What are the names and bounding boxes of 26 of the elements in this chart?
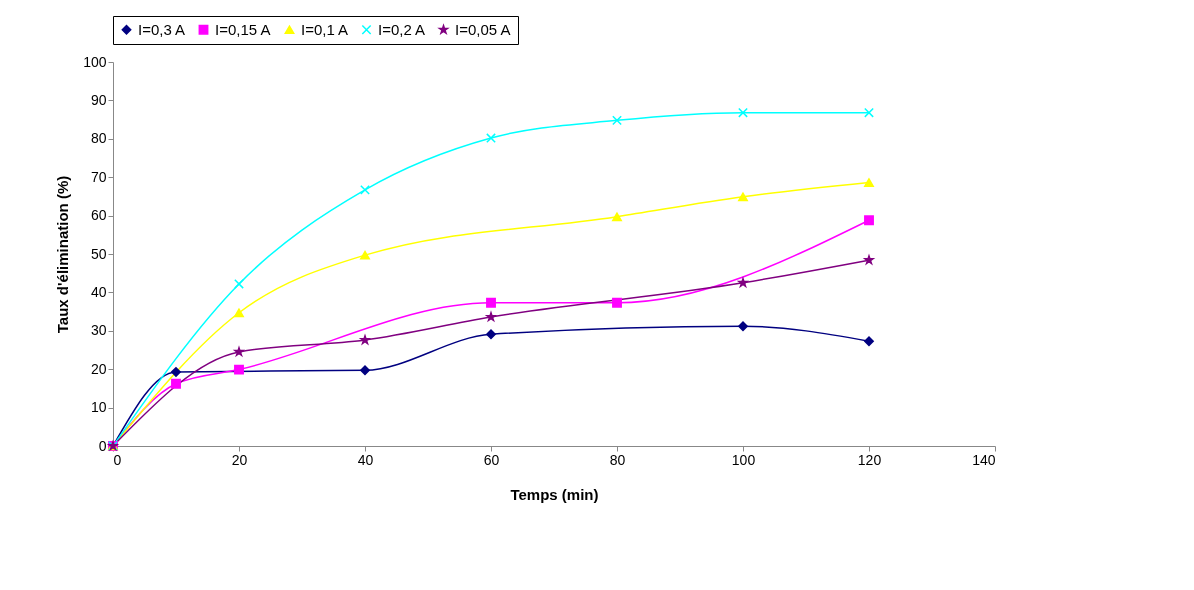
x-tick-label: 140 — [972, 451, 996, 468]
x-tick-label: 0 — [113, 451, 122, 468]
y-tick-label: 70 — [90, 168, 107, 185]
y-tick-label: 20 — [90, 360, 107, 377]
y-tick-label: 30 — [90, 322, 107, 339]
y-axis-title: Taux d'élimination (%) — [54, 175, 72, 334]
y-tick-label: 40 — [90, 283, 107, 300]
legend-label: I=0,05 A — [455, 20, 511, 38]
x-tick-label: 60 — [483, 451, 500, 468]
y-tick-label: 80 — [90, 130, 107, 147]
legend-label: I=0,2 A — [378, 20, 426, 38]
x-tick-label: 120 — [857, 451, 882, 468]
x-axis-title: Temps (min) — [510, 485, 599, 503]
x-tick-label: 20 — [231, 451, 248, 468]
y-tick-label: 0 — [98, 437, 107, 454]
legend-label: I=0,1 A — [301, 20, 349, 38]
x-tick-label: 80 — [609, 451, 626, 468]
y-tick-label: 60 — [90, 207, 107, 224]
x-tick-label: 100 — [731, 451, 756, 468]
y-tick-label: 90 — [90, 91, 107, 108]
legend-label: I=0,3 A — [138, 20, 186, 38]
y-tick-label: 10 — [90, 399, 107, 416]
y-tick-label: 100 — [83, 53, 107, 70]
y-tick-label: 50 — [90, 245, 107, 262]
legend-label: I=0,15 A — [215, 20, 271, 38]
x-tick-label: 40 — [357, 451, 374, 468]
